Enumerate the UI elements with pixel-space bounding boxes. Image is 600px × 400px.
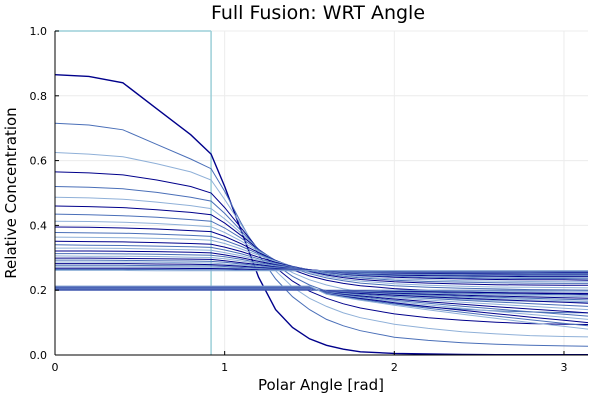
y-tick-label: 0.0 xyxy=(30,349,48,362)
axes xyxy=(54,31,588,356)
y-tick-label: 0.8 xyxy=(30,90,48,103)
series-line-lower-17 xyxy=(55,285,589,330)
y-axis-label: Relative Concentration xyxy=(2,107,20,278)
series-line-3 xyxy=(54,152,589,338)
y-tick-labels: 0.0 0.2 0.4 0.6 0.8 1.0 xyxy=(30,25,59,362)
x-tick-label: 2 xyxy=(391,361,398,374)
series-line-2 xyxy=(54,122,589,347)
series-line-6 xyxy=(54,196,589,303)
x-tick-label: 0 xyxy=(52,361,59,374)
grid xyxy=(54,30,588,356)
series-lines xyxy=(54,74,589,356)
y-tick-label: 0.4 xyxy=(30,219,48,232)
chart-title: Full Fusion: WRT Angle xyxy=(211,2,425,24)
y-tick-label: 0.6 xyxy=(30,155,48,168)
x-tick-label: 3 xyxy=(560,361,567,374)
x-tick-labels: 0 1 2 3 xyxy=(52,351,567,374)
y-tick-label: 0.2 xyxy=(30,284,48,297)
x-tick-label: 1 xyxy=(221,361,228,374)
x-axis-label: Polar Angle [rad] xyxy=(258,376,384,394)
y-tick-label: 1.0 xyxy=(30,25,48,38)
reference-lines xyxy=(55,30,212,355)
